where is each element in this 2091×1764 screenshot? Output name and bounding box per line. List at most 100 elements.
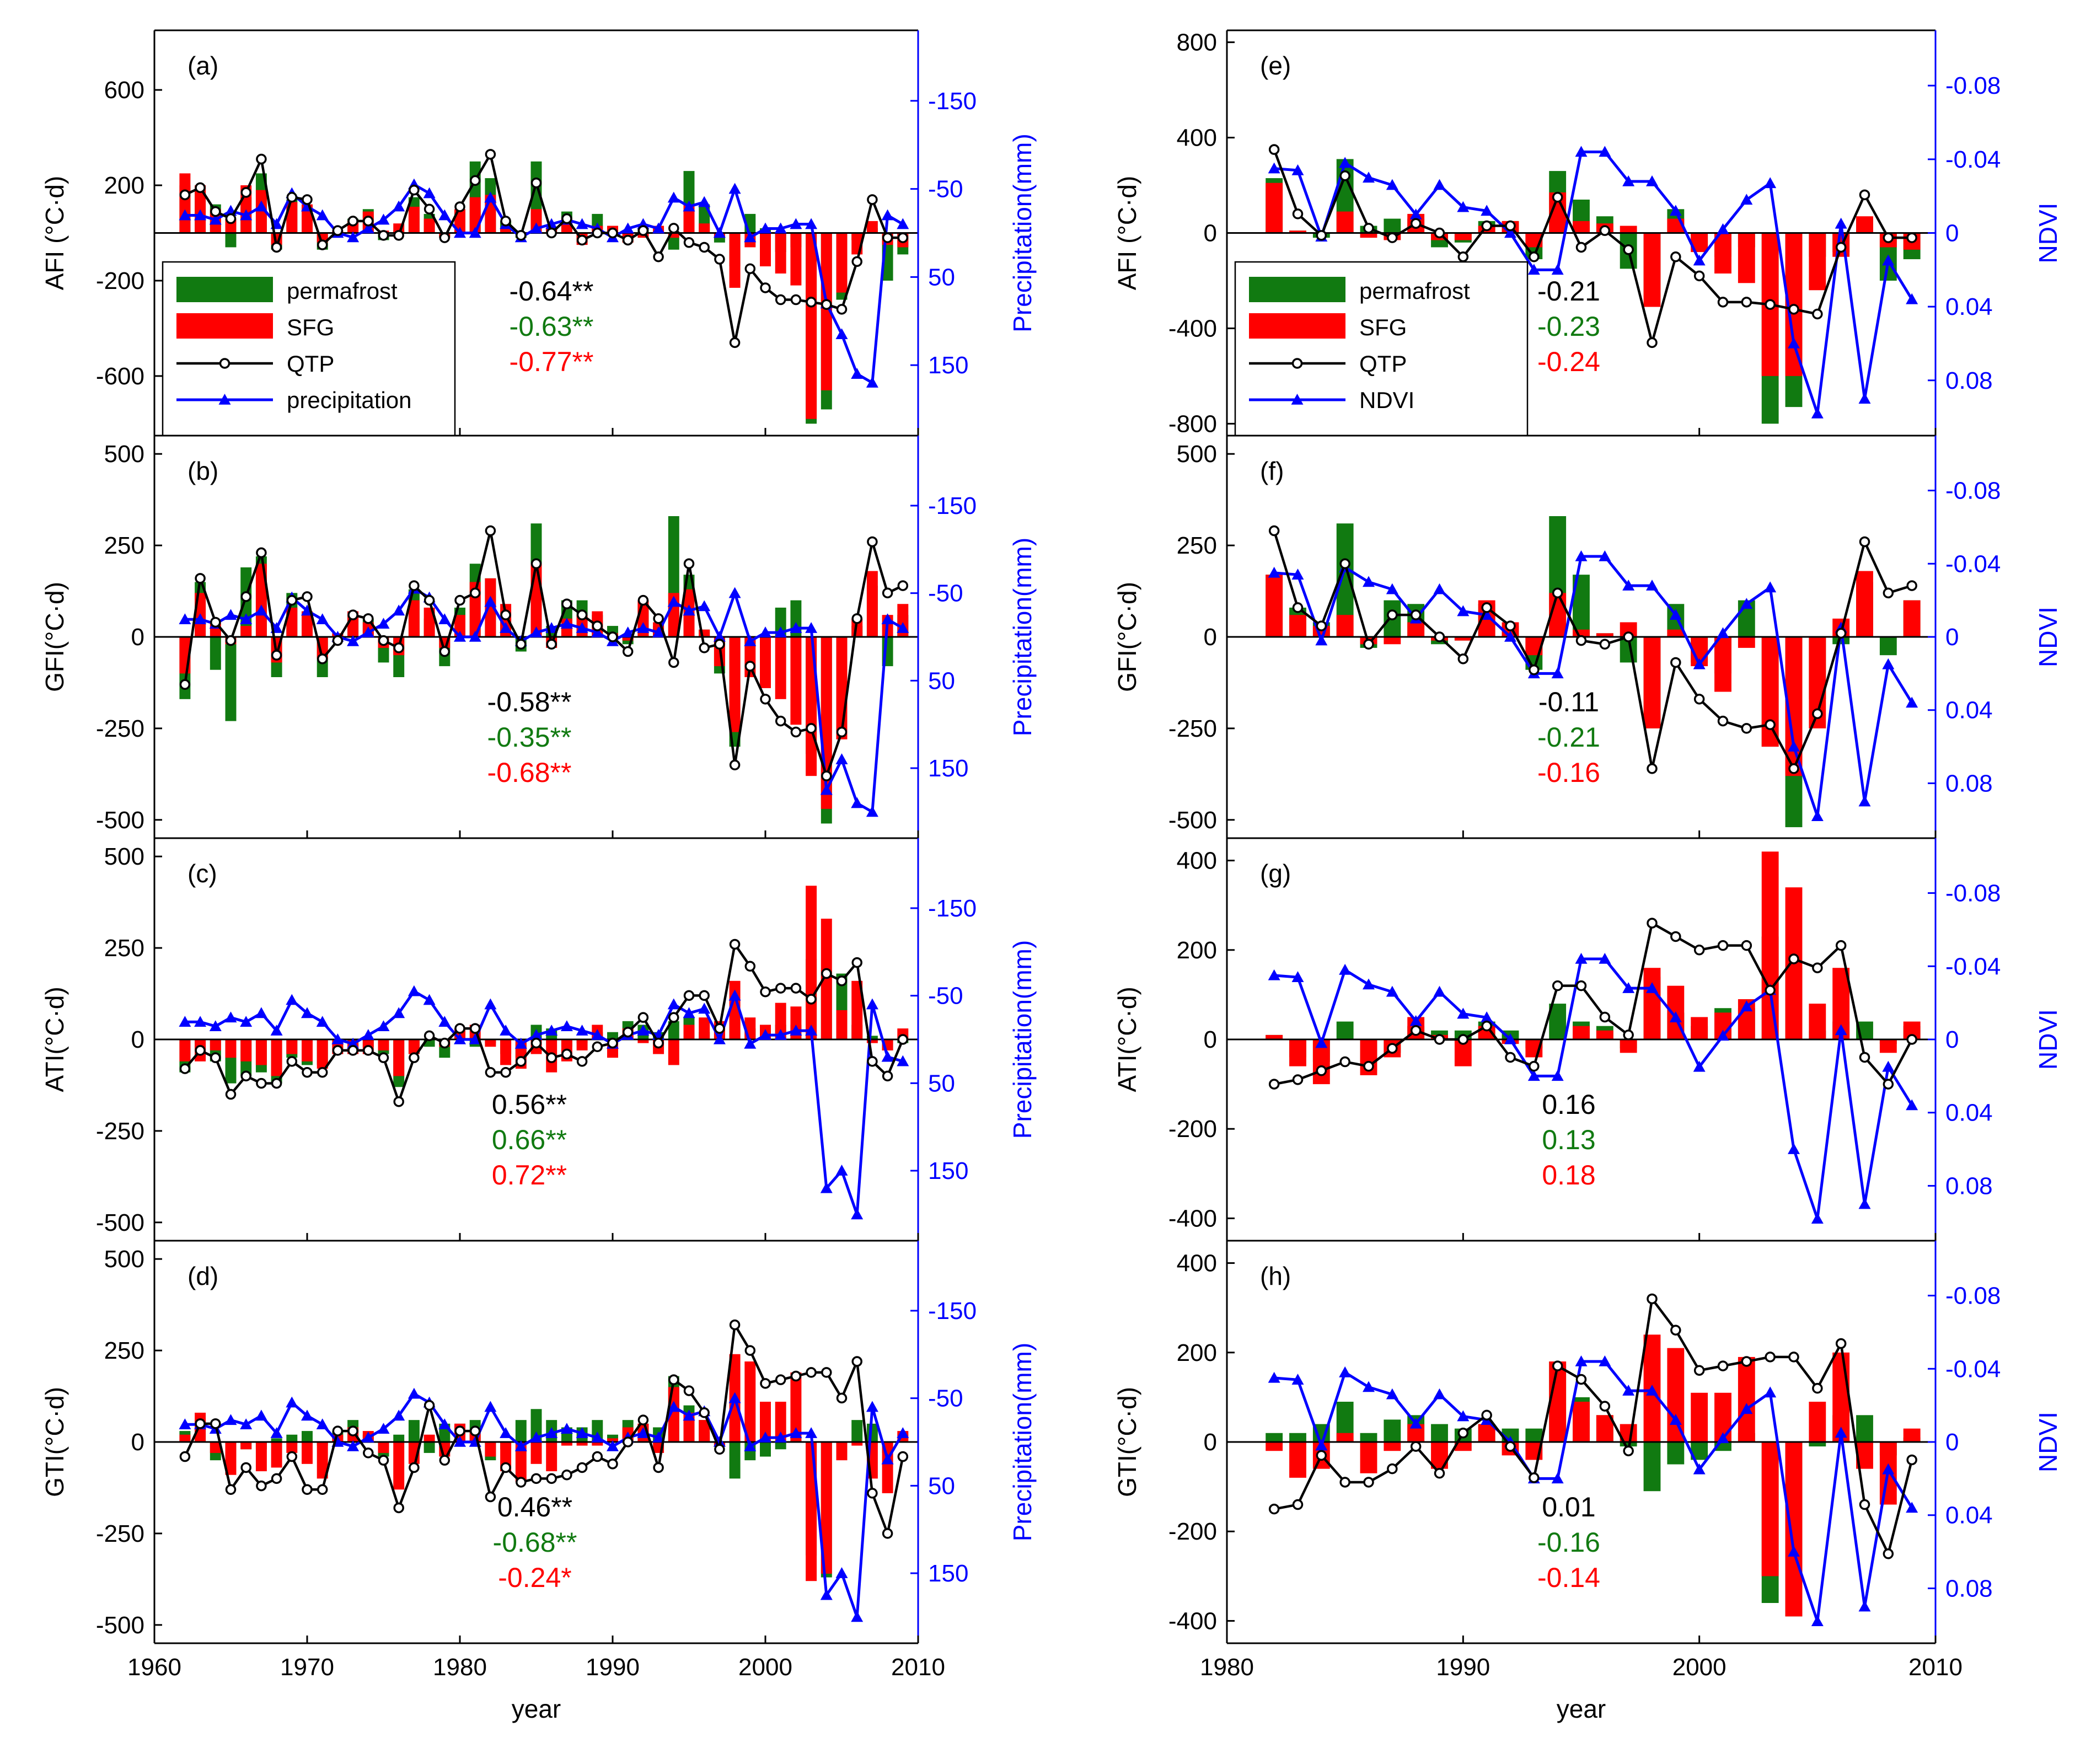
qtp-marker bbox=[699, 1407, 710, 1418]
qtp-marker bbox=[1883, 1548, 1894, 1559]
bar-sfg bbox=[408, 600, 420, 637]
qtp-marker bbox=[821, 1367, 832, 1378]
panel-f: -500 -250 0 250 500 -0.08 -0.04 0 0.04 0.08 GFI(°C… bbox=[1113, 435, 2062, 839]
qtp-marker bbox=[1575, 1374, 1587, 1385]
qtp-marker bbox=[1575, 635, 1587, 646]
secondary-line bbox=[1274, 1360, 1913, 1622]
qtp-marker bbox=[1883, 232, 1894, 243]
bar-sfg bbox=[866, 571, 878, 637]
legend-marker-secondary bbox=[218, 394, 231, 405]
qtp-marker bbox=[179, 679, 191, 690]
bar-sfg bbox=[1336, 1433, 1354, 1442]
qtp-marker bbox=[302, 194, 313, 205]
secondary-marker bbox=[1906, 1099, 1918, 1111]
bar-sfg bbox=[821, 233, 832, 390]
secondary-line bbox=[1274, 151, 1913, 414]
qtp-marker bbox=[1268, 1079, 1280, 1090]
bar-permafrost bbox=[866, 1423, 878, 1442]
secondary-marker bbox=[393, 1007, 405, 1018]
secondary-marker bbox=[301, 1409, 313, 1421]
bar-sfg bbox=[561, 1442, 572, 1446]
secondary-marker bbox=[1811, 1213, 1824, 1224]
qtp-marker bbox=[699, 242, 710, 253]
secondary-marker bbox=[393, 604, 405, 616]
qtp-marker bbox=[423, 203, 435, 215]
secondary-marker bbox=[362, 626, 374, 637]
qtp-marker bbox=[775, 1374, 786, 1385]
bar-sfg bbox=[378, 1442, 389, 1453]
bar-sfg bbox=[225, 1442, 237, 1475]
qtp-marker bbox=[607, 631, 618, 642]
bar-sfg bbox=[1667, 629, 1685, 637]
secondary-marker bbox=[1646, 982, 1658, 993]
qtp-marker bbox=[378, 1052, 389, 1063]
x-tick-label: 1990 bbox=[586, 1654, 640, 1681]
secondary-marker bbox=[759, 1431, 771, 1443]
qtp-marker bbox=[637, 594, 649, 606]
qtp-marker bbox=[897, 580, 909, 591]
secondary-marker bbox=[1527, 1070, 1540, 1081]
qtp-marker bbox=[363, 1447, 374, 1459]
bar-sfg bbox=[195, 185, 206, 233]
secondary-marker bbox=[1835, 1427, 1847, 1438]
qtp-marker bbox=[1765, 719, 1776, 731]
x-tick-label: 1960 bbox=[127, 1654, 181, 1681]
bar-sfg bbox=[255, 1442, 267, 1472]
secondary-marker bbox=[1551, 264, 1564, 275]
qtp-marker bbox=[851, 957, 862, 968]
secondary-marker bbox=[1906, 696, 1918, 708]
qtp-marker bbox=[806, 994, 817, 1005]
bar-sfg bbox=[302, 1039, 313, 1061]
y2-tick-label: 150 bbox=[928, 1157, 968, 1184]
bar-sfg bbox=[255, 190, 267, 233]
qtp-marker bbox=[423, 1400, 435, 1411]
bar-sfg bbox=[1360, 1442, 1377, 1473]
y2-axis-label: Precipitation(mm) bbox=[1008, 1343, 1037, 1541]
correlation-value: -0.35** bbox=[487, 722, 572, 753]
bar-permafrost bbox=[760, 1442, 771, 1457]
secondary-marker bbox=[545, 1025, 558, 1036]
panel-tag: (b) bbox=[187, 457, 218, 485]
panel-tag: (a) bbox=[187, 51, 218, 80]
bar-permafrost bbox=[1879, 637, 1897, 656]
qtp-marker bbox=[851, 256, 862, 267]
secondary-marker bbox=[560, 1423, 573, 1434]
bar-sfg bbox=[668, 1039, 679, 1065]
qtp-marker bbox=[393, 230, 404, 241]
y2-tick-label: 0 bbox=[1945, 1429, 1959, 1456]
secondary-marker bbox=[484, 998, 497, 1010]
secondary-marker bbox=[1504, 631, 1516, 642]
qtp-marker bbox=[1788, 304, 1799, 315]
panel-tag: (c) bbox=[187, 859, 217, 888]
secondary-marker bbox=[454, 227, 466, 238]
secondary-marker bbox=[774, 1029, 787, 1040]
secondary-marker bbox=[576, 218, 588, 229]
y2-axis-label: Precipitation(mm) bbox=[1008, 940, 1037, 1139]
qtp-marker bbox=[592, 227, 603, 239]
qtp-marker bbox=[1505, 220, 1516, 232]
secondary-marker bbox=[286, 1396, 298, 1408]
qtp-marker bbox=[1339, 558, 1350, 570]
secondary-marker bbox=[683, 1007, 695, 1018]
qtp-marker bbox=[378, 1455, 389, 1466]
qtp-marker bbox=[1268, 144, 1280, 155]
qtp-marker bbox=[1387, 609, 1398, 620]
bar-sfg bbox=[790, 637, 802, 725]
bar-sfg bbox=[1596, 1415, 1613, 1442]
y-axis-label: ATI(°C·d) bbox=[1113, 986, 1141, 1092]
secondary-marker bbox=[209, 1020, 222, 1031]
secondary-marker bbox=[1268, 566, 1280, 578]
secondary-marker bbox=[270, 1025, 283, 1036]
qtp-marker bbox=[469, 1023, 481, 1034]
secondary-marker bbox=[728, 183, 741, 194]
qtp-marker bbox=[454, 594, 465, 606]
y-tick-label: -200 bbox=[96, 267, 144, 294]
bar-permafrost bbox=[271, 1438, 282, 1442]
correlation-value: 0.72** bbox=[492, 1160, 567, 1191]
qtp-marker bbox=[592, 620, 603, 631]
bar-sfg bbox=[1573, 1026, 1590, 1039]
bar-sfg bbox=[1266, 1442, 1283, 1451]
secondary-marker bbox=[500, 1025, 512, 1036]
qtp-marker bbox=[1717, 1360, 1729, 1371]
qtp-marker bbox=[1812, 1382, 1823, 1394]
